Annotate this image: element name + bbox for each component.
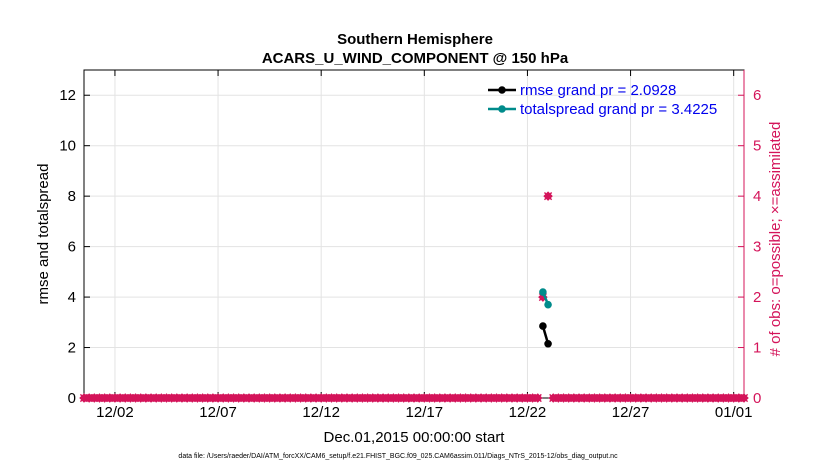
rmse-point [544,339,552,348]
totalspread-point [539,288,547,296]
y-tick-label: 8 [68,188,76,205]
y-axis-label-right: # of obs: o=possible; ×=assimilated [767,122,784,357]
y-tick-label: 0 [68,390,76,407]
y-tick-label: 2 [68,340,76,357]
x-tick-label: 12/27 [612,404,650,421]
y-tick-label-right: 1 [753,340,761,357]
legend-label: rmse grand pr = 2.0928 [520,82,676,99]
series-lines [539,288,552,348]
x-tick-label: 12/02 [96,404,134,421]
y-tick-label-right: 3 [753,239,761,256]
y-axis-left: 0 2 4 6 8 10 12 [59,87,90,407]
chart-subtitle: ACARS_U_WIND_COMPONENT @ 150 hPa [262,50,569,67]
totalspread-point [544,300,552,309]
obs-assimilated-marker [543,192,553,201]
y-tick-label-right: 6 [753,87,761,104]
legend-swatch-marker [498,86,506,94]
x-tick-label: 01/01 [715,404,753,421]
obs-assimilated-marker [739,393,749,403]
y-tick-label: 10 [59,138,76,155]
y-tick-label-right: 4 [753,188,761,205]
y-tick-label-right: 0 [753,390,761,407]
y-tick-label-right: 2 [753,289,761,306]
y-tick-label-right: 5 [753,138,761,155]
rmse-point [539,322,547,330]
legend-label: totalspread grand pr = 3.4225 [520,101,717,118]
plot-frame [83,69,745,399]
chart-title: Southern Hemisphere [337,31,493,48]
x-tick-label: 12/07 [199,404,237,421]
legend: rmse grand pr = 2.0928 totalspread grand … [488,82,717,118]
y-axis-right: 0 1 2 3 4 5 6 [738,70,761,407]
y-tick-label: 6 [68,239,76,256]
y-axis-label: rmse and totalspread [35,164,52,305]
obs-count-markers [79,191,749,403]
x-axis: 12/02 12/07 12/12 12/17 12/22 12/27 01/01 [96,70,752,421]
y-tick-label: 4 [68,289,76,306]
title-group: Southern Hemisphere ACARS_U_WIND_COMPONE… [262,31,569,67]
x-tick-label: 12/12 [302,404,340,421]
footer-datafile: data file: /Users/raeder/DAI/ATM_forcXX/… [178,453,618,460]
x-tick-label: 12/22 [509,404,547,421]
grid-lines [84,70,744,398]
x-tick-label: 12/17 [406,404,444,421]
y-tick-label: 12 [59,87,76,104]
x-axis-label: Dec.01,2015 00:00:00 start [324,429,506,446]
obs-assimilated-marker [533,393,542,403]
legend-swatch-marker [498,105,506,113]
